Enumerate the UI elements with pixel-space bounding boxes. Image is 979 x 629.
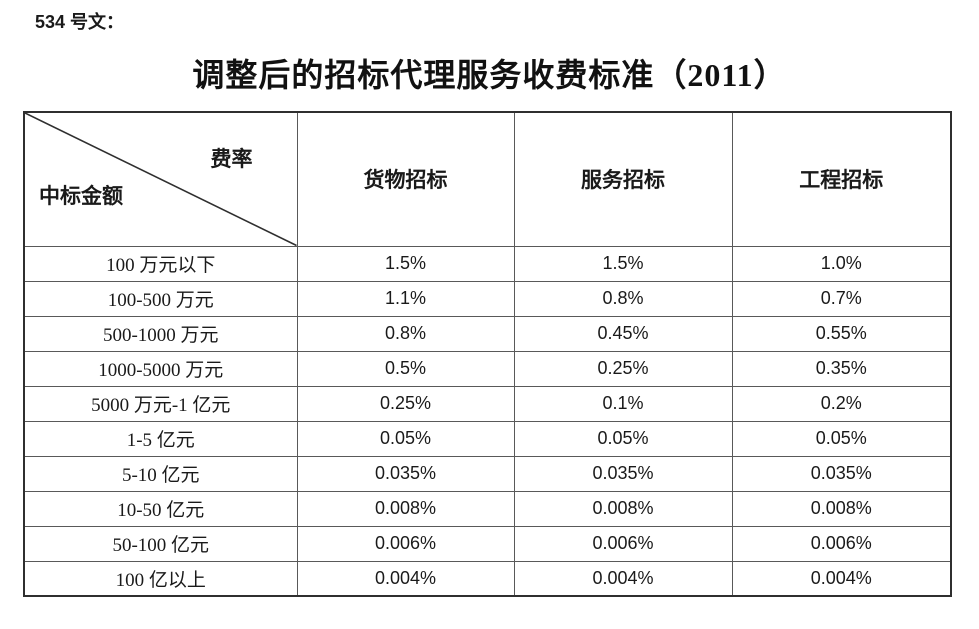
rate-cell: 0.05% — [731, 420, 952, 457]
rate-cell: 0.8% — [513, 280, 733, 317]
row-label: 10-50 亿元 — [23, 490, 298, 527]
table-row: 100-500 万元 1.1% 0.8% 0.7% — [23, 280, 952, 317]
rate-cell: 0.1% — [513, 385, 733, 422]
row-label: 100-500 万元 — [23, 280, 298, 317]
corner-label-rate: 费率 — [210, 147, 253, 171]
rate-cell: 0.25% — [513, 350, 733, 387]
table-row: 50-100 亿元 0.006% 0.006% 0.006% — [23, 525, 952, 562]
rate-cell: 0.5% — [296, 350, 515, 387]
doc-number-label: 534 号文： — [35, 12, 125, 32]
rate-cell: 0.7% — [731, 280, 952, 317]
table-row: 100 亿以上 0.004% 0.004% 0.004% — [23, 560, 952, 597]
table-row: 5000 万元-1 亿元 0.25% 0.1% 0.2% — [23, 385, 952, 422]
row-label: 50-100 亿元 — [23, 525, 298, 562]
rate-cell: 1.5% — [513, 245, 733, 282]
rate-cell: 0.004% — [296, 560, 515, 597]
table-row: 100 万元以下 1.5% 1.5% 1.0% — [23, 245, 952, 282]
column-header-goods: 货物招标 — [296, 111, 515, 247]
row-label: 100 亿以上 — [23, 560, 298, 597]
rate-cell: 0.8% — [296, 315, 515, 352]
row-label: 1000-5000 万元 — [23, 350, 298, 387]
row-label: 1-5 亿元 — [23, 420, 298, 457]
rate-cell: 0.006% — [731, 525, 952, 562]
rate-cell: 1.5% — [296, 245, 515, 282]
page-title: 调整后的招标代理服务收费标准（2011） — [192, 57, 787, 93]
column-header-engineering: 工程招标 — [731, 111, 952, 247]
row-label: 100 万元以下 — [23, 245, 298, 282]
table-row: 10-50 亿元 0.008% 0.008% 0.008% — [23, 490, 952, 527]
row-label: 5-10 亿元 — [23, 455, 298, 492]
table-row: 500-1000 万元 0.8% 0.45% 0.55% — [23, 315, 952, 352]
rate-cell: 0.55% — [731, 315, 952, 352]
header-row: 费率 中标金额 货物招标 服务招标 工程招标 — [23, 111, 952, 247]
diagonal-divider-line — [25, 113, 297, 246]
table-row: 1-5 亿元 0.05% 0.05% 0.05% — [23, 420, 952, 457]
column-header-services: 服务招标 — [513, 111, 733, 247]
rate-cell: 0.035% — [296, 455, 515, 492]
rate-cell: 0.004% — [513, 560, 733, 597]
rate-cell: 1.0% — [731, 245, 952, 282]
rate-cell: 0.035% — [513, 455, 733, 492]
rate-cell: 0.008% — [513, 490, 733, 527]
rate-cell: 0.004% — [731, 560, 952, 597]
table-row: 1000-5000 万元 0.5% 0.25% 0.35% — [23, 350, 952, 387]
rate-cell: 0.008% — [731, 490, 952, 527]
rate-cell: 0.006% — [296, 525, 515, 562]
rate-cell: 0.25% — [296, 385, 515, 422]
rate-cell: 0.05% — [296, 420, 515, 457]
table-row: 5-10 亿元 0.035% 0.035% 0.035% — [23, 455, 952, 492]
rate-cell: 0.45% — [513, 315, 733, 352]
fee-rate-table: 费率 中标金额 货物招标 服务招标 工程招标 100 万元以下 1.5% 1.5… — [23, 111, 952, 597]
rate-cell: 0.035% — [731, 455, 952, 492]
rate-cell: 0.05% — [513, 420, 733, 457]
rate-cell: 1.1% — [296, 280, 515, 317]
corner-header-cell: 费率 中标金额 — [23, 111, 298, 247]
row-label: 500-1000 万元 — [23, 315, 298, 352]
rate-cell: 0.008% — [296, 490, 515, 527]
row-label: 5000 万元-1 亿元 — [23, 385, 298, 422]
corner-label-amount: 中标金额 — [39, 183, 123, 208]
rate-cell: 0.2% — [731, 385, 952, 422]
rate-cell: 0.35% — [731, 350, 952, 387]
rate-cell: 0.006% — [513, 525, 733, 562]
